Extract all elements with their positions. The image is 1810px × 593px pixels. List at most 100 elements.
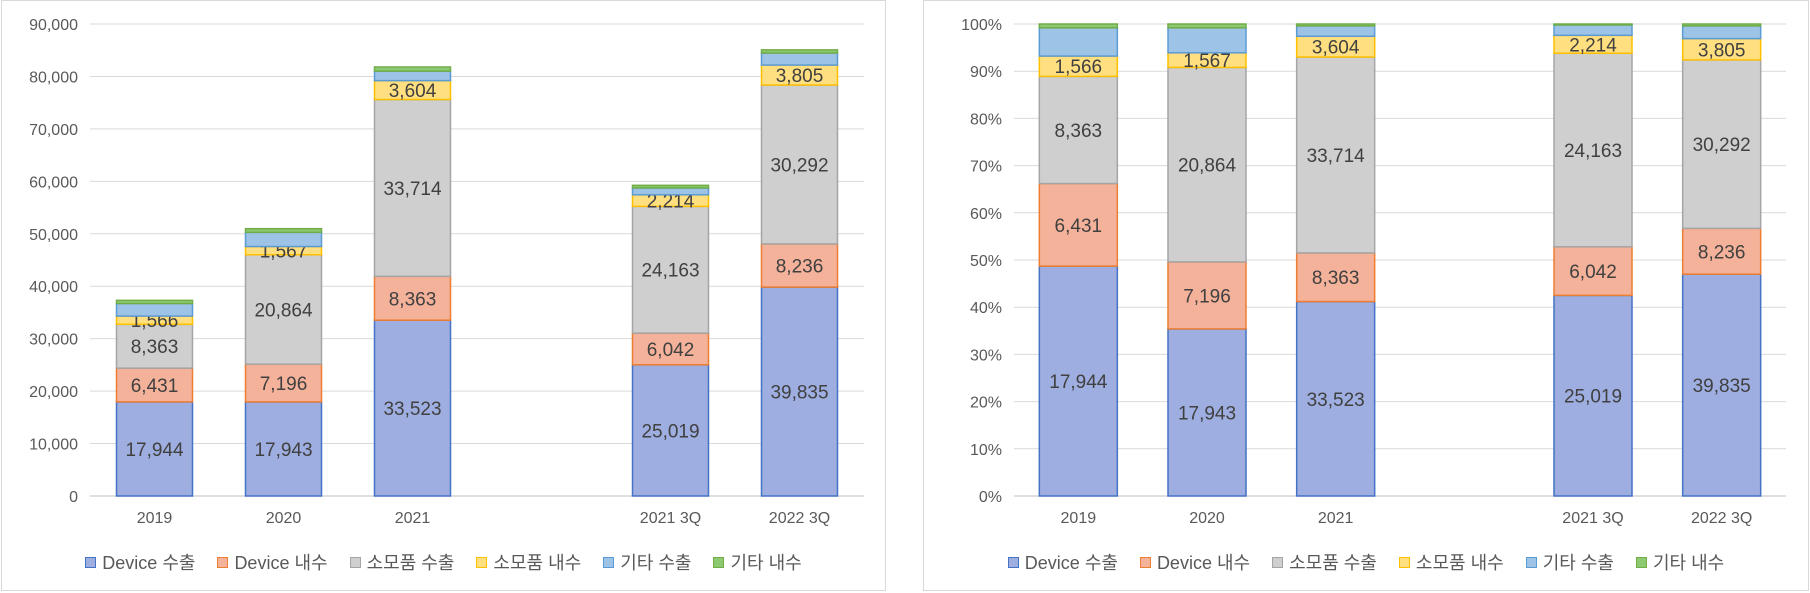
percent-chart-panel: 0% 10% 20% 30% 40% 50% 60% 70% 80% 90% 100% 2019 17,… xyxy=(923,0,1809,591)
y-tick-label: 0% xyxy=(979,489,1002,506)
legend-swatch xyxy=(85,556,97,568)
data-label: 8,363 xyxy=(1055,121,1103,142)
data-label: 6,431 xyxy=(1055,216,1103,237)
legend-item: Device 내수 xyxy=(217,549,328,575)
absolute-chart-legend: Device 수출 Device 내수 소모품 수출 소모품 내수 기타 수출 기타 내수 xyxy=(2,549,885,575)
data-label: 7,196 xyxy=(260,374,308,395)
data-label: 8,363 xyxy=(389,289,437,310)
bar-segment xyxy=(1167,23,1247,29)
x-tick-label: 2022 3Q xyxy=(769,510,830,527)
legend-item: Device 내수 xyxy=(1139,549,1251,575)
legend-label: 소모품 내수 xyxy=(493,553,582,573)
bar-segment xyxy=(1038,182,1119,267)
legend-item: 기타 내수 xyxy=(1635,549,1725,575)
data-label: 8,236 xyxy=(776,256,824,277)
bar-segment xyxy=(1295,300,1376,497)
legend-label: Device 내수 xyxy=(1156,553,1251,573)
y-tick-label: 80% xyxy=(970,111,1002,128)
data-label: 39,835 xyxy=(770,383,828,404)
data-label: 6,042 xyxy=(1569,262,1617,283)
y-tick-label: 50% xyxy=(970,253,1002,270)
legend-label: 소모품 내수 xyxy=(1415,553,1504,573)
bar-segment xyxy=(1681,59,1762,230)
y-tick-label: 30,000 xyxy=(29,332,78,349)
data-label: 3,805 xyxy=(1698,40,1746,61)
legend-label: 기타 수출 xyxy=(1542,553,1614,573)
data-label: 8,363 xyxy=(131,337,179,358)
bar-segment xyxy=(1038,27,1119,57)
data-label: 33,714 xyxy=(1307,146,1366,167)
x-tick-label: 2020 xyxy=(266,510,302,527)
data-label: 30,292 xyxy=(1693,135,1751,156)
y-tick-label: 10% xyxy=(970,442,1002,459)
data-label: 20,864 xyxy=(254,300,313,321)
bar-segment xyxy=(1681,23,1762,27)
bar-segment xyxy=(1681,227,1762,275)
data-label: 17,943 xyxy=(1178,403,1236,424)
legend-label: 기타 수출 xyxy=(620,553,692,573)
bar-segment xyxy=(244,363,323,403)
bar-segment xyxy=(1553,246,1633,297)
percent-stacked-bar-chart: 0% 10% 20% 30% 40% 50% 60% 70% 80% 90% 100% 2019 17,… xyxy=(961,17,1786,527)
bar-segment xyxy=(373,275,452,321)
legend-item: 소모품 수출 xyxy=(349,549,454,575)
bar-segment xyxy=(115,401,194,497)
y-tick-label: 10,000 xyxy=(29,437,78,454)
legend-swatch xyxy=(476,556,488,568)
legend-item: 기타 수출 xyxy=(1525,549,1614,575)
bar-segment xyxy=(115,323,194,369)
data-label: 3,805 xyxy=(776,66,824,87)
data-label: 17,944 xyxy=(125,440,184,461)
x-tick-label: 2019 xyxy=(137,510,173,527)
legend-swatch xyxy=(217,556,229,568)
legend-label: Device 수출 xyxy=(102,553,196,573)
legend-item: Device 수출 xyxy=(1007,549,1118,575)
bar-segment xyxy=(631,205,710,334)
bar-segment xyxy=(115,302,194,317)
bar-segment xyxy=(1553,23,1633,26)
data-label: 25,019 xyxy=(641,421,699,442)
data-label: 24,163 xyxy=(1564,141,1622,162)
data-label: 30,292 xyxy=(770,155,828,176)
data-label: 3,604 xyxy=(389,81,437,102)
data-label: 39,835 xyxy=(1693,376,1751,397)
bar-segment xyxy=(631,184,710,189)
bar-segment xyxy=(115,367,194,403)
bar-segment xyxy=(1167,328,1247,497)
legend-label: 기타 내수 xyxy=(1652,553,1725,573)
x-tick-label: 2022 3Q xyxy=(1691,510,1752,527)
bar-segment xyxy=(1295,252,1376,303)
data-label: 6,431 xyxy=(131,376,179,397)
data-label: 33,523 xyxy=(1307,390,1365,411)
bar-segment xyxy=(760,49,839,54)
bar-segment xyxy=(1681,273,1762,497)
x-tick-label: 2021 xyxy=(1318,510,1354,527)
y-tick-label: 90,000 xyxy=(29,17,78,34)
bar-segment xyxy=(244,227,323,234)
data-label: 6,042 xyxy=(647,340,695,361)
legend-item: 소모품 내수 xyxy=(1398,549,1504,575)
data-label: 3,604 xyxy=(1312,38,1360,59)
bar-segment xyxy=(1038,265,1119,497)
y-tick-label: 60% xyxy=(970,206,1002,223)
absolute-chart-panel: 0 10,000 20,000 30,000 40,000 50,000 60,000 70,… xyxy=(1,0,886,591)
legend-swatch xyxy=(349,556,361,568)
data-label: 33,714 xyxy=(383,179,442,200)
absolute-stacked-bar-chart: 0 10,000 20,000 30,000 40,000 50,000 60,000 70,… xyxy=(29,17,864,527)
y-tick-label: 70,000 xyxy=(29,122,78,139)
y-tick-label: 90% xyxy=(970,64,1002,81)
legend-swatch xyxy=(1139,556,1151,568)
y-tick-label: 40% xyxy=(970,300,1002,317)
percent-chart-legend: Device 수출 Device 내수 소모품 수출 소모품 내수 기타 수출 기타 내수 xyxy=(924,549,1808,575)
x-tick-label: 2021 3Q xyxy=(640,510,701,527)
y-tick-label: 80,000 xyxy=(29,69,78,86)
data-label: 1,567 xyxy=(1183,51,1231,72)
y-tick-label: 50,000 xyxy=(29,227,78,244)
legend-item: 소모품 수출 xyxy=(1272,549,1377,575)
bar-segment xyxy=(373,319,452,497)
legend-item: 기타 수출 xyxy=(603,549,691,575)
legend-item: 기타 내수 xyxy=(713,549,802,575)
legend-label: 소모품 수출 xyxy=(1289,553,1377,573)
bar-segment xyxy=(631,332,710,366)
data-label: 2,214 xyxy=(1569,35,1617,56)
